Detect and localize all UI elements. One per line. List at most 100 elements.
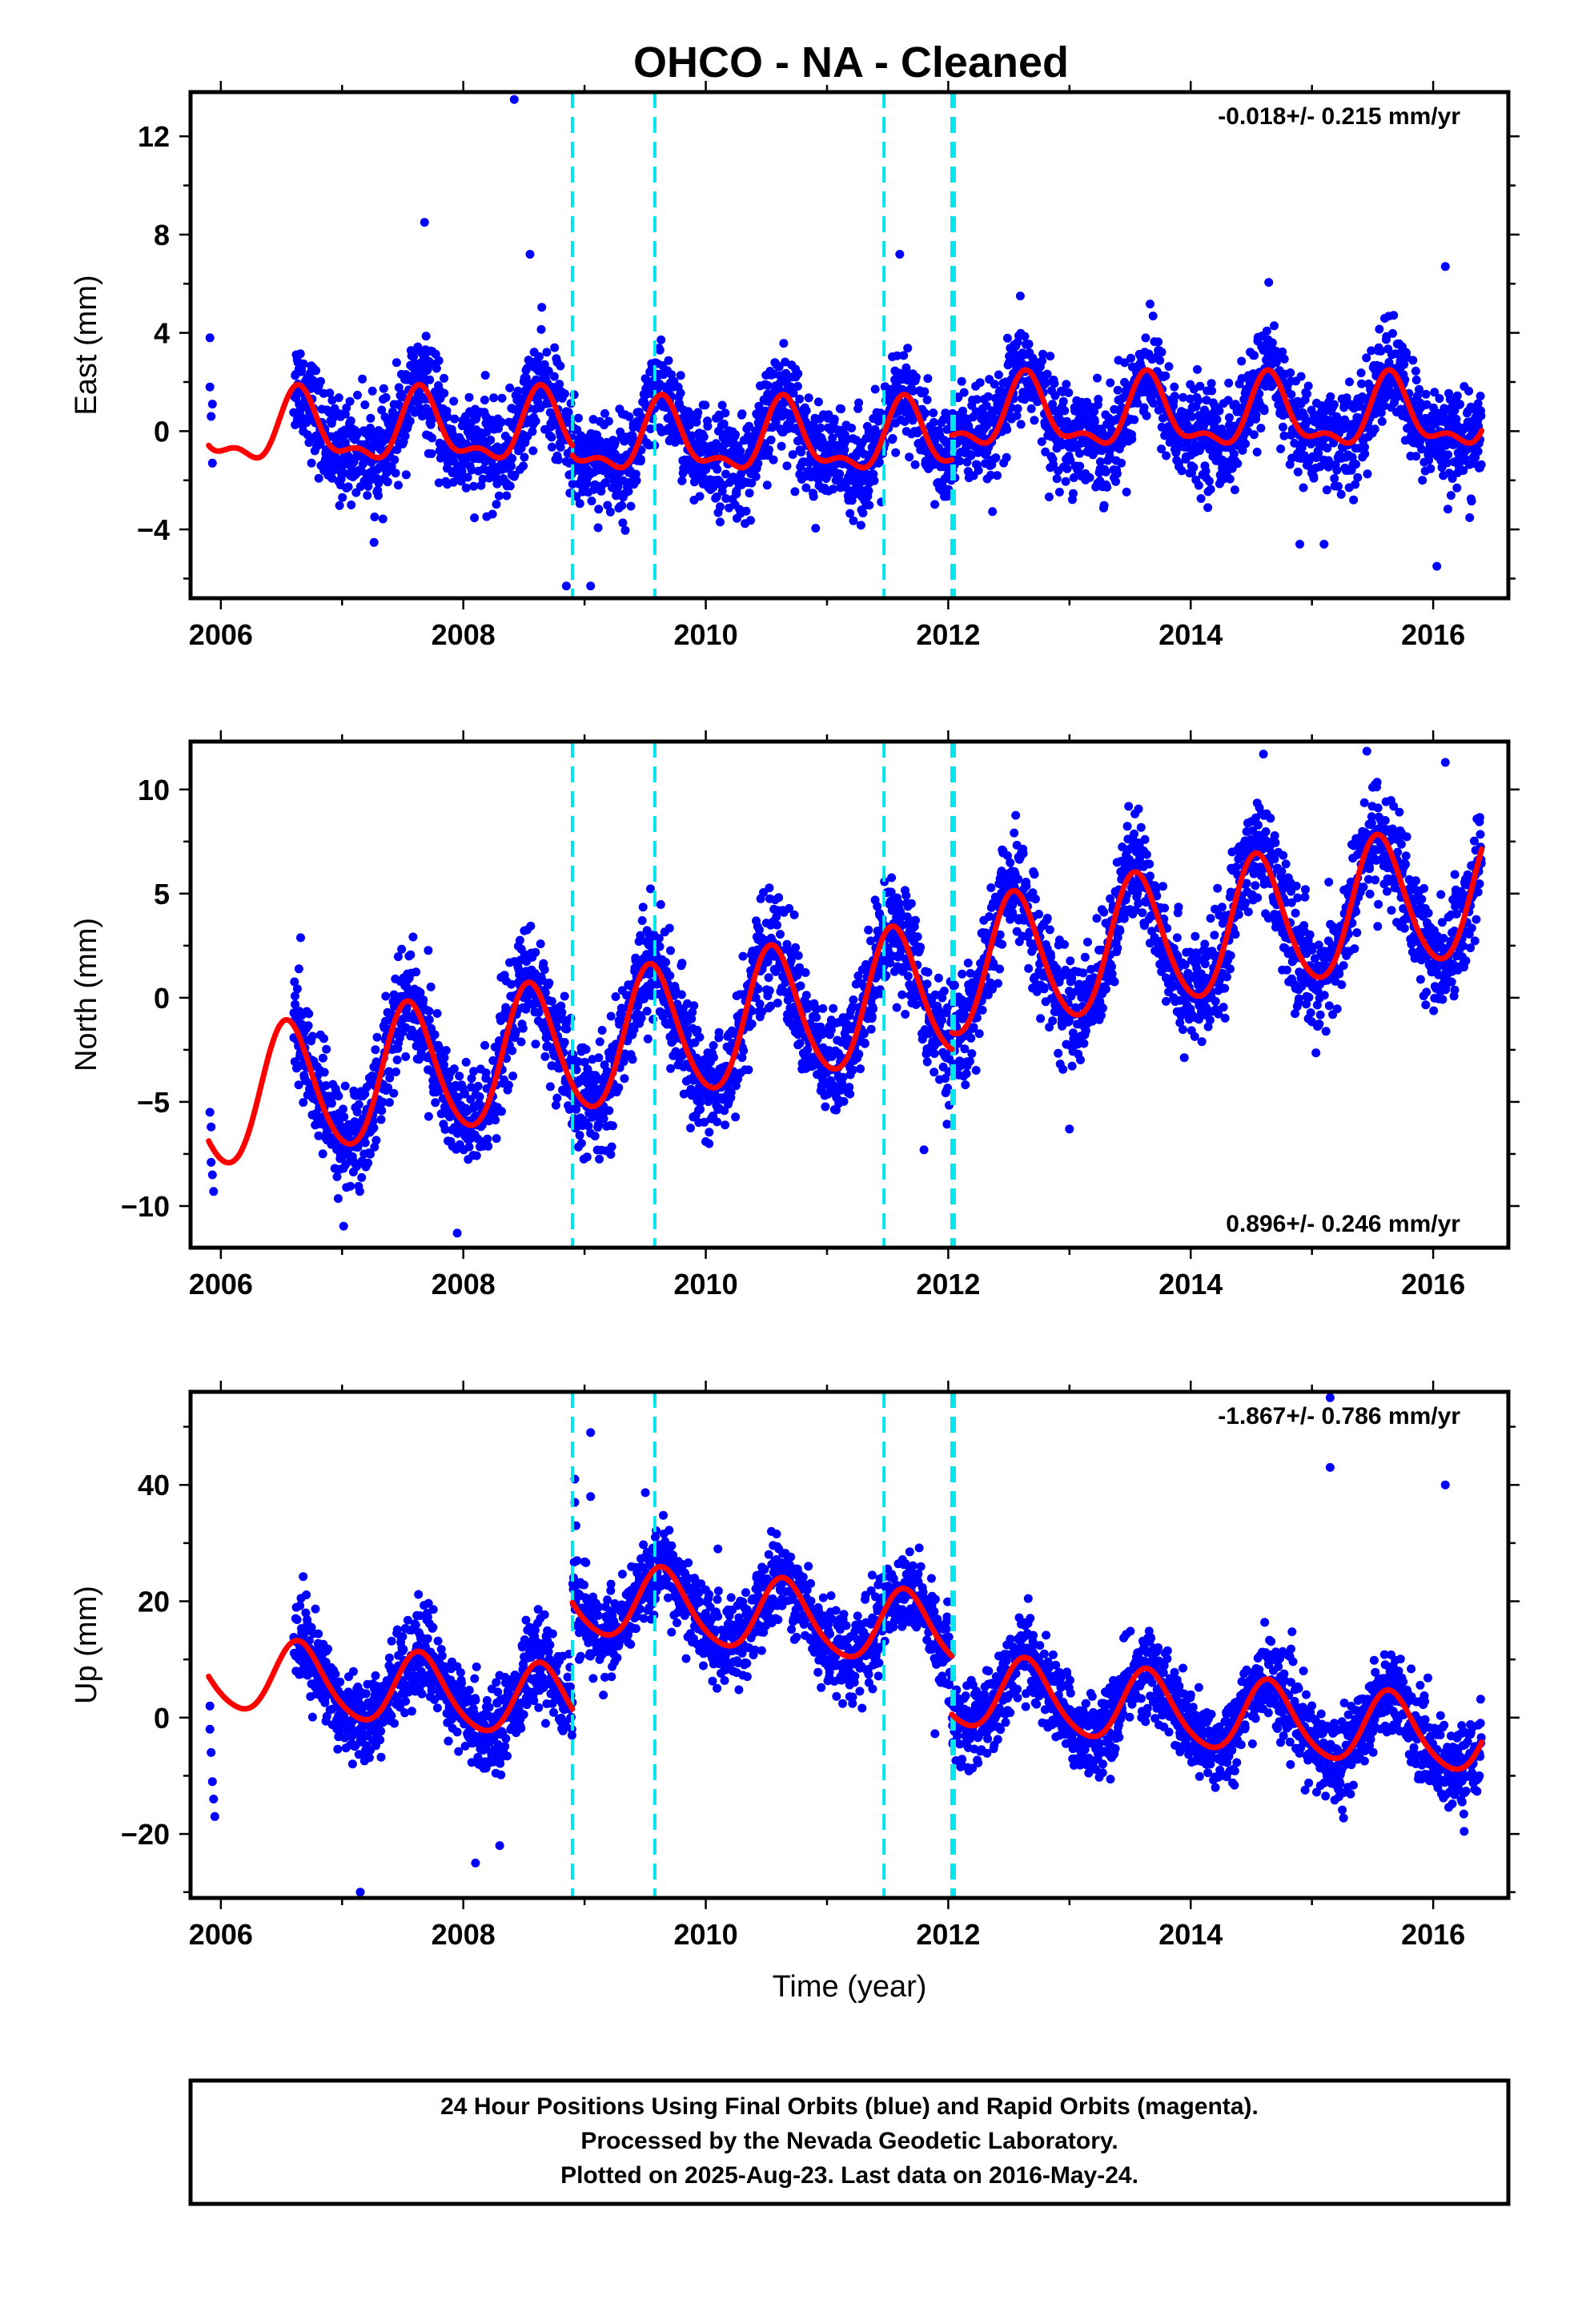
- data-point: [377, 1106, 387, 1116]
- data-point: [685, 420, 694, 430]
- data-point: [383, 477, 392, 487]
- data-point: [369, 537, 379, 547]
- data-point: [636, 931, 645, 940]
- data-point: [501, 1003, 511, 1012]
- data-point: [1279, 354, 1289, 364]
- data-point: [1170, 382, 1179, 392]
- y-tick-label: 0: [154, 415, 170, 448]
- data-point: [292, 984, 302, 994]
- data-point: [655, 345, 665, 355]
- data-point: [1256, 424, 1266, 433]
- data-point: [1360, 449, 1370, 459]
- data-point: [870, 384, 880, 394]
- outlier-point: [1432, 561, 1442, 571]
- data-point: [1066, 456, 1075, 465]
- data-point: [544, 367, 553, 376]
- data-point: [424, 1015, 434, 1024]
- data-point: [1443, 450, 1453, 460]
- data-point: [847, 496, 857, 505]
- data-point: [695, 492, 705, 501]
- data-point: [381, 392, 391, 402]
- data-point: [753, 945, 762, 955]
- data-point: [719, 419, 729, 428]
- data-point: [593, 523, 603, 533]
- data-point: [480, 1040, 490, 1050]
- data-point: [1476, 460, 1486, 469]
- data-point: [620, 1074, 629, 1084]
- data-point: [391, 358, 401, 368]
- data-point: [299, 359, 308, 368]
- data-point: [508, 1046, 517, 1055]
- data-point: [993, 471, 1002, 480]
- data-point: [1015, 292, 1025, 301]
- data-point: [864, 486, 873, 496]
- data-point: [299, 1098, 308, 1108]
- data-point: [376, 1115, 386, 1124]
- data-point: [526, 921, 536, 931]
- data-point: [855, 485, 865, 494]
- data-point: [1206, 485, 1215, 494]
- figure-title: OHCO - NA - Cleaned: [633, 38, 1069, 86]
- data-point: [340, 1081, 350, 1091]
- data-point: [797, 448, 806, 456]
- data-point: [1271, 358, 1281, 368]
- data-point: [505, 383, 515, 392]
- data-point: [434, 356, 444, 365]
- data-point: [782, 461, 792, 471]
- data-point: [1446, 491, 1456, 501]
- data-point: [1391, 349, 1400, 359]
- data-point: [910, 460, 920, 469]
- data-point: [736, 446, 745, 456]
- data-point: [1075, 461, 1085, 471]
- data-point: [1421, 389, 1431, 399]
- data-point: [638, 903, 648, 912]
- data-point: [334, 1092, 343, 1101]
- data-point: [555, 380, 564, 389]
- data-point: [461, 1057, 471, 1067]
- model-line: [569, 392, 955, 471]
- data-point: [1042, 378, 1051, 388]
- data-point: [440, 1124, 450, 1134]
- data-point: [1229, 449, 1239, 459]
- x-tick-label: 2014: [1158, 618, 1223, 651]
- data-point: [334, 393, 343, 403]
- data-point: [1452, 391, 1462, 400]
- data-point: [1012, 411, 1022, 420]
- outlier-point: [207, 458, 217, 468]
- data-point: [1062, 416, 1071, 426]
- data-point: [1196, 494, 1206, 503]
- data-point: [911, 372, 921, 382]
- data-point: [1113, 385, 1122, 395]
- data-point: [480, 396, 489, 404]
- data-point: [294, 1080, 303, 1090]
- data-point: [1101, 467, 1110, 476]
- data-point: [494, 491, 504, 501]
- data-point: [929, 408, 938, 418]
- data-point: [712, 493, 721, 501]
- outlier-point: [509, 94, 519, 104]
- y-tick-label: 12: [138, 120, 170, 153]
- data-point: [389, 990, 399, 999]
- data-point: [1442, 440, 1452, 449]
- data-point: [575, 499, 584, 509]
- data-point: [1061, 476, 1070, 486]
- data-point: [1418, 476, 1427, 485]
- data-point: [900, 416, 909, 426]
- data-point: [575, 1131, 584, 1140]
- data-point: [874, 457, 884, 467]
- data-point: [491, 1116, 500, 1125]
- data-point: [1252, 448, 1262, 456]
- data-point: [1349, 495, 1359, 505]
- data-point: [363, 1158, 373, 1168]
- data-point: [338, 493, 347, 502]
- data-point: [677, 990, 686, 999]
- data-point: [1356, 368, 1366, 378]
- data-point: [1041, 447, 1050, 456]
- data-point: [1207, 386, 1217, 396]
- data-point: [358, 374, 367, 384]
- outlier-point: [205, 382, 215, 392]
- data-point: [713, 464, 722, 474]
- data-point: [421, 404, 431, 413]
- data-point: [643, 1034, 652, 1043]
- data-point: [319, 1034, 328, 1043]
